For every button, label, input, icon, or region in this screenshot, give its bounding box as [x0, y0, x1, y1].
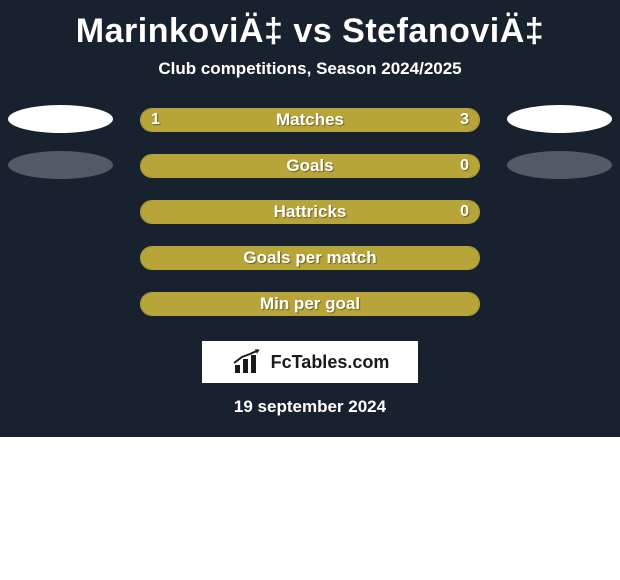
logo-text: FcTables.com	[271, 352, 390, 373]
stat-value-right: 0	[460, 155, 469, 177]
page-title: MarinkoviÄ‡ vs StefanoviÄ‡	[0, 8, 620, 59]
stat-bar-fill-left	[141, 293, 479, 315]
stat-bar: Hattricks0	[140, 200, 480, 224]
stat-bar: Goals0	[140, 154, 480, 178]
comparison-panel: MarinkoviÄ‡ vs StefanoviÄ‡ Club competit…	[0, 0, 620, 437]
snapshot-date: 19 september 2024	[0, 383, 620, 419]
stat-row: Goals per match	[0, 235, 620, 281]
stat-row: Matches13	[0, 97, 620, 143]
stat-bar: Matches13	[140, 108, 480, 132]
stat-bar-fill-right	[178, 109, 479, 131]
player-left-marker	[8, 151, 113, 179]
stat-bar: Min per goal	[140, 292, 480, 316]
bar-chart-icon	[231, 349, 267, 375]
player-right-marker	[507, 105, 612, 133]
stat-value-right: 0	[460, 201, 469, 223]
stat-row: Goals0	[0, 143, 620, 189]
stat-bar-fill-left	[141, 201, 479, 223]
stat-rows-container: Matches13Goals0Hattricks0Goals per match…	[0, 97, 620, 327]
stat-row: Min per goal	[0, 281, 620, 327]
stat-bar-fill-left	[141, 247, 479, 269]
stat-value-right: 3	[460, 109, 469, 131]
player-right-marker	[507, 151, 612, 179]
page-subtitle: Club competitions, Season 2024/2025	[0, 59, 620, 97]
stat-row: Hattricks0	[0, 189, 620, 235]
site-logo[interactable]: FcTables.com	[202, 341, 418, 383]
player-left-marker	[8, 105, 113, 133]
stat-bar: Goals per match	[140, 246, 480, 270]
stat-bar-fill-left	[141, 155, 479, 177]
stat-value-left: 1	[151, 109, 160, 131]
